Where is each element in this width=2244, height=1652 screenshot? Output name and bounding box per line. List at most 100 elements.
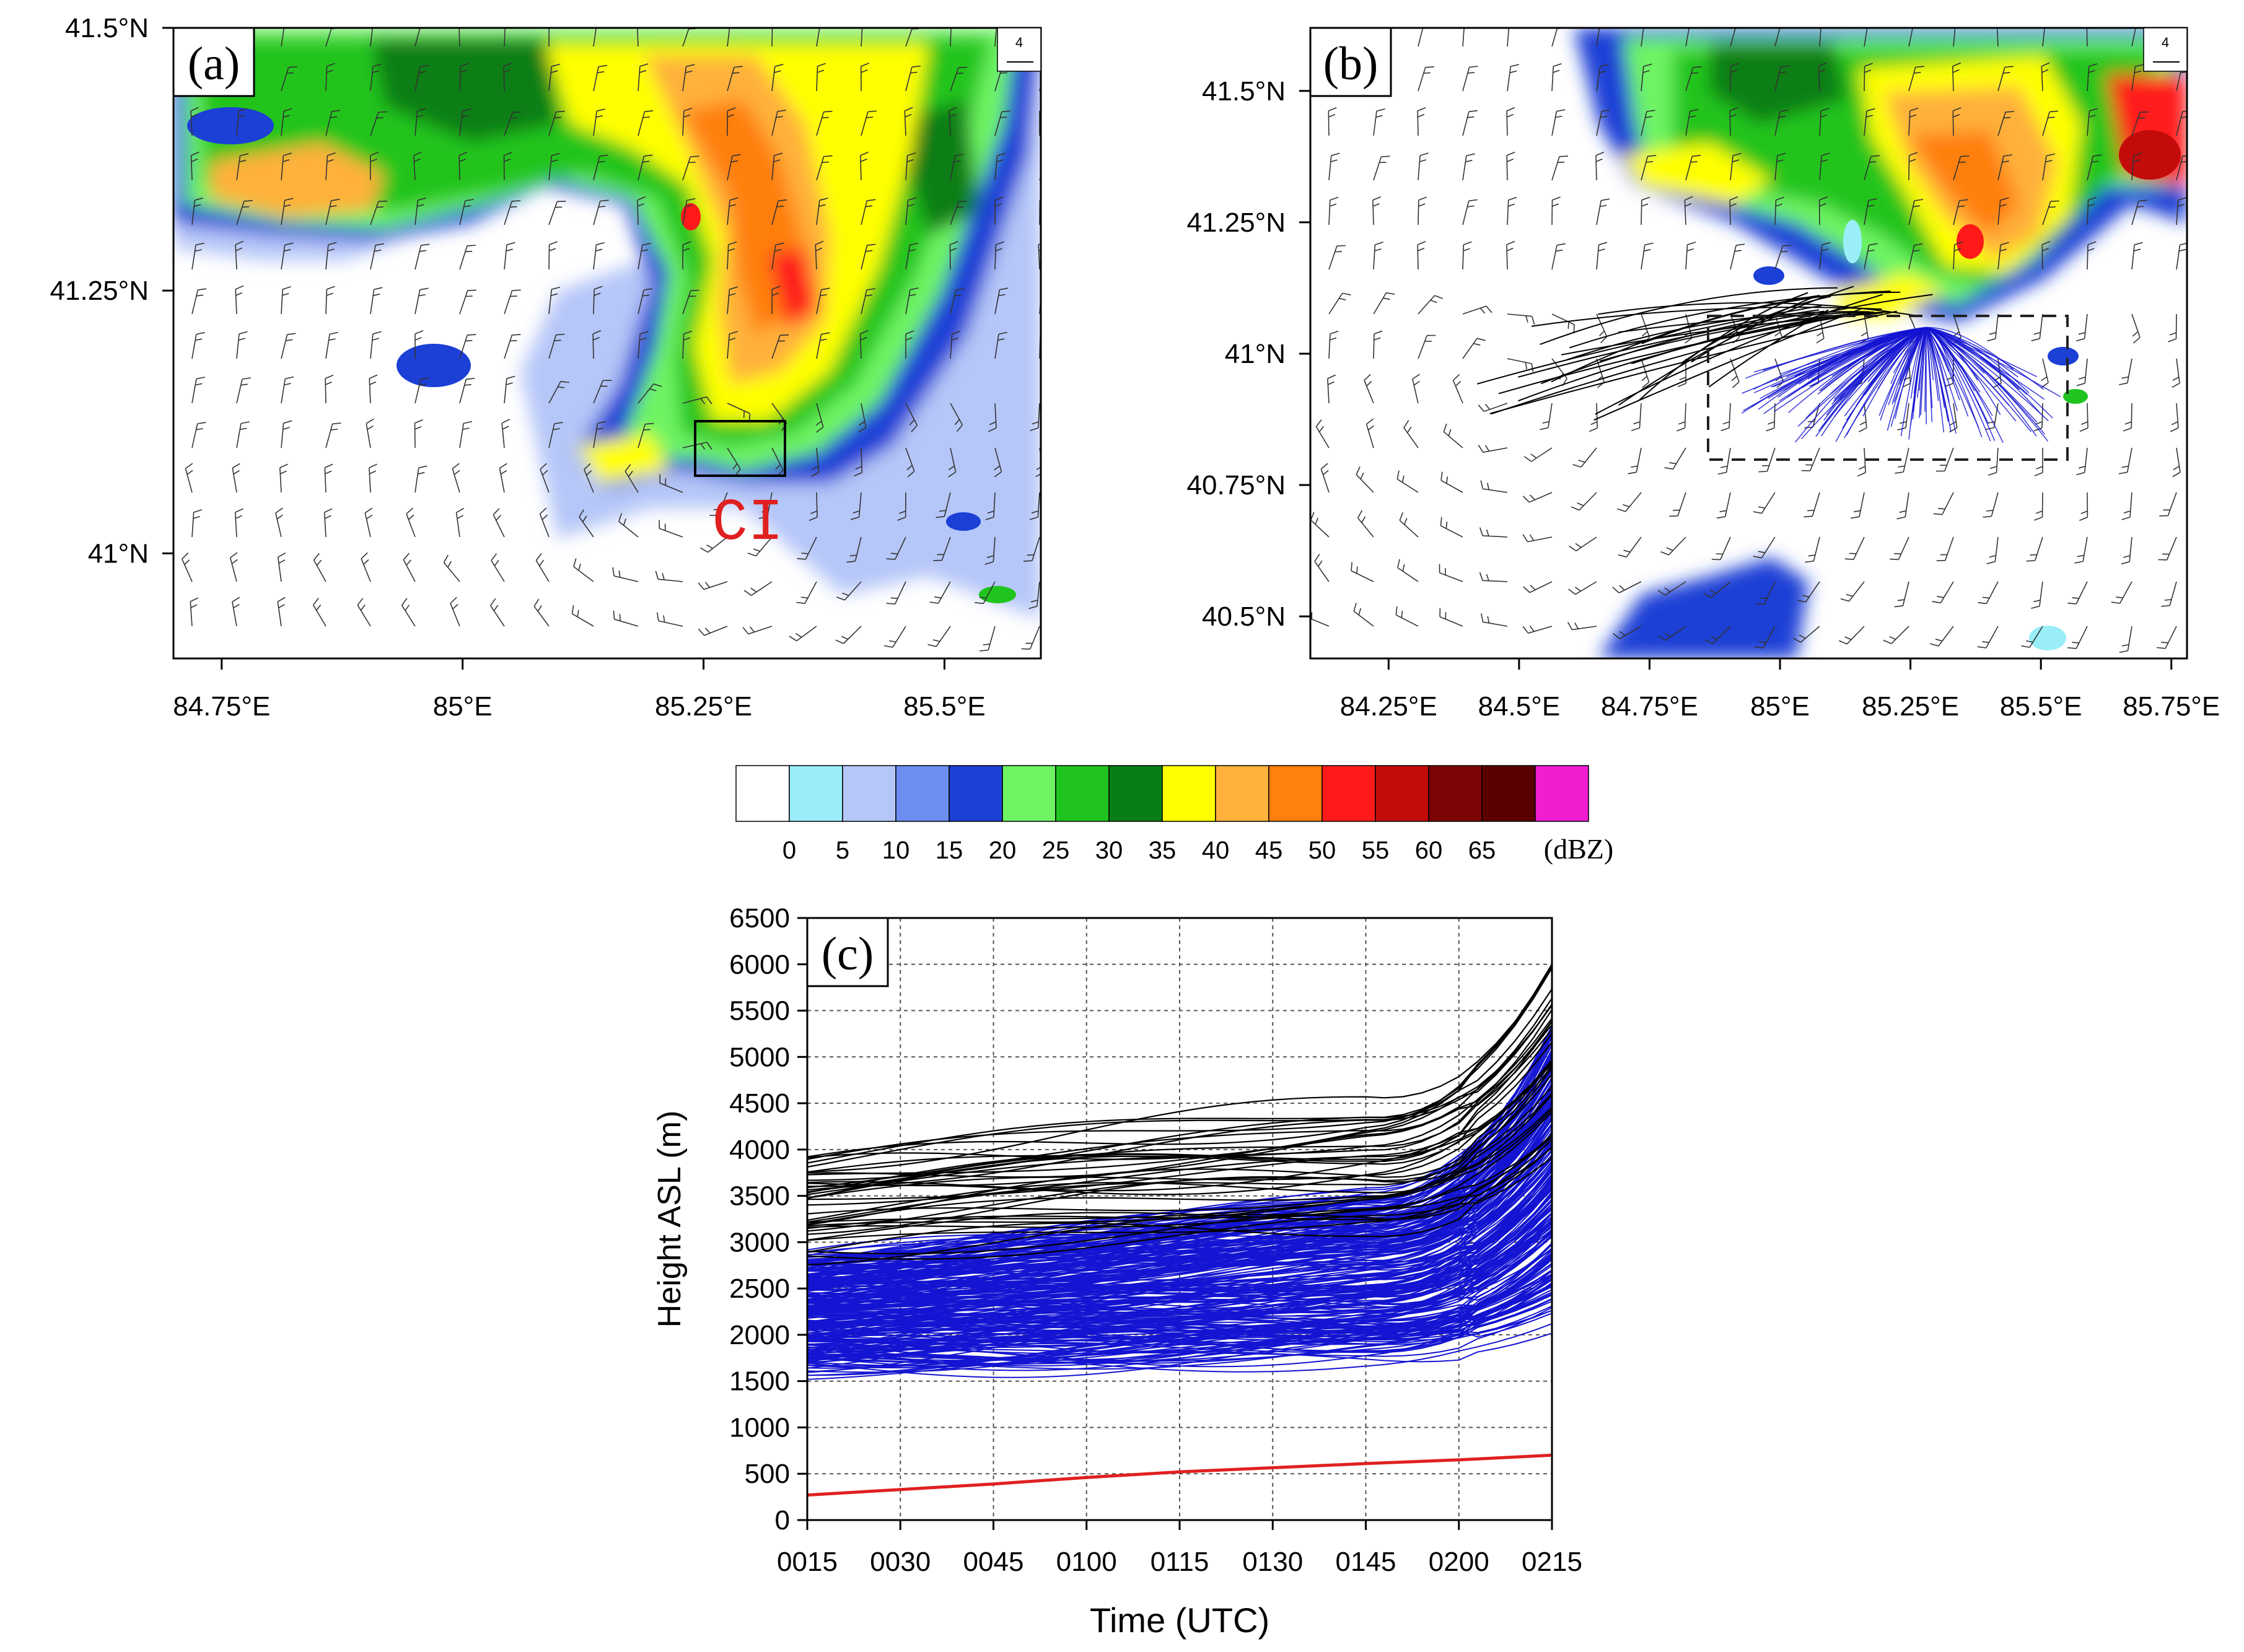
wind-barb (1506, 240, 1515, 270)
wind-barb (861, 28, 864, 47)
wind-barb (771, 199, 787, 225)
wind-barb (1988, 447, 1999, 476)
trajectory-height-line-black (807, 997, 1552, 1189)
wind-barb (1978, 581, 1999, 605)
wind-barb (2031, 313, 2043, 341)
colorbar-swatches (735, 765, 1589, 822)
wind-barb (1478, 444, 1508, 453)
panel-b-y-tick-label: 40.75°N (1187, 470, 1286, 500)
panel-a-wind-key-box (997, 27, 1041, 72)
wind-barb (2087, 154, 2102, 181)
wind-barb (727, 66, 743, 92)
wind-barb (1551, 109, 1566, 136)
trajectory-line-blue (1912, 327, 1927, 420)
wind-barb (1930, 626, 1954, 647)
wind-barb (1328, 330, 1339, 359)
wind-barb (540, 463, 550, 493)
wind-barb (1711, 536, 1731, 561)
wind-barb (854, 447, 863, 477)
colorbar-tick-label: 15 (936, 837, 963, 864)
wind-barb (369, 463, 378, 493)
wind-barb (571, 605, 594, 627)
wind-barb (657, 612, 683, 627)
panel-b-label-box (1309, 27, 1392, 97)
wind-barb (1819, 108, 1830, 136)
wind-barb (1353, 603, 1374, 627)
panel-c-y-tick-label: 5000 (729, 1042, 790, 1072)
wind-barb (1774, 109, 1789, 136)
wind-barb (950, 288, 965, 315)
trajectory-height-line-blue (807, 1090, 1552, 1264)
wind-barb (638, 154, 653, 181)
panel-c-y-tick-label: 3000 (729, 1227, 790, 1257)
panel-a-label-box (172, 27, 255, 97)
wind-barb (950, 66, 968, 92)
wind-barb (1028, 581, 1040, 610)
wind-barb (638, 331, 649, 359)
wind-barb (758, 492, 773, 519)
panel-a-frame (172, 27, 1042, 660)
wind-barb (490, 598, 505, 627)
wind-barb (994, 241, 1004, 270)
wind-barb (229, 552, 238, 582)
wind-barb (638, 383, 662, 404)
wind-barb (1997, 66, 2014, 92)
wind-barb (312, 598, 327, 627)
wind-barb (1396, 470, 1419, 493)
wind-barb (503, 152, 512, 181)
trajectory-line-blue (1836, 326, 1927, 404)
wind-barb (797, 536, 817, 560)
wind-barb (191, 288, 207, 315)
panel-a: (a) 4 CI 84.75°E 85°E 85.25°E 85.5°E 41.5°N… (50, 13, 1042, 722)
trajectory-height-line-black (807, 1094, 1552, 1226)
wind-barb (727, 286, 739, 315)
wind-barb (2067, 581, 2088, 605)
wind-barb (905, 287, 919, 315)
wind-barb (994, 287, 1009, 315)
wind-barb (1506, 107, 1515, 136)
panel-b-wind-key-label: 4 (2162, 35, 2169, 50)
wind-barb (1797, 581, 1820, 603)
wind-barb (850, 492, 862, 520)
wind-barb (1418, 152, 1429, 181)
wind-barb (1997, 197, 2009, 225)
wind-barb (1373, 242, 1383, 270)
wind-barb (927, 626, 951, 647)
trajectory-line-blue (1926, 327, 1933, 409)
wind-barb (1997, 242, 2009, 270)
colorbar-swatch (1375, 765, 1429, 822)
wind-barb (236, 331, 248, 359)
trajectory-line-blue (1926, 326, 2004, 444)
panel-b-wind-key-box (2143, 27, 2188, 72)
trajectory-height-line-black (807, 1134, 1552, 1241)
wind-barb (504, 375, 515, 404)
wind-barb (414, 197, 427, 225)
wind-barb (1840, 581, 1865, 602)
wind-barb (2168, 313, 2177, 343)
wind-barb (816, 198, 828, 225)
trajectory-height-line-blue (807, 1123, 1552, 1303)
wind-barb (1523, 447, 1553, 462)
colorbar-tick-label: 10 (882, 837, 910, 864)
wind-barb (414, 287, 429, 315)
trajectory-line-black (1618, 311, 1874, 333)
wind-barb (682, 155, 699, 181)
trajectory-line-black (1491, 313, 1846, 415)
wind-barb (1857, 447, 1866, 477)
panel-b-trajectories (1477, 286, 2061, 444)
wind-barb (499, 463, 507, 493)
wind-barb (539, 507, 550, 538)
wind-barb (361, 552, 371, 582)
wind-barb (905, 197, 917, 225)
wind-barb (1685, 109, 1699, 136)
panel-a-x-tick-label: 85.5°E (903, 691, 986, 722)
wind-barb (1819, 242, 1831, 270)
wind-barb (504, 242, 515, 270)
panel-b-x-tick-label: 84.25°E (1340, 691, 1437, 722)
wind-barb (1480, 480, 1508, 493)
wind-barb (281, 28, 287, 47)
wind-barb (1935, 447, 1954, 472)
wind-barb (1754, 626, 1776, 649)
trajectory-height-line-blue (807, 1136, 1552, 1306)
